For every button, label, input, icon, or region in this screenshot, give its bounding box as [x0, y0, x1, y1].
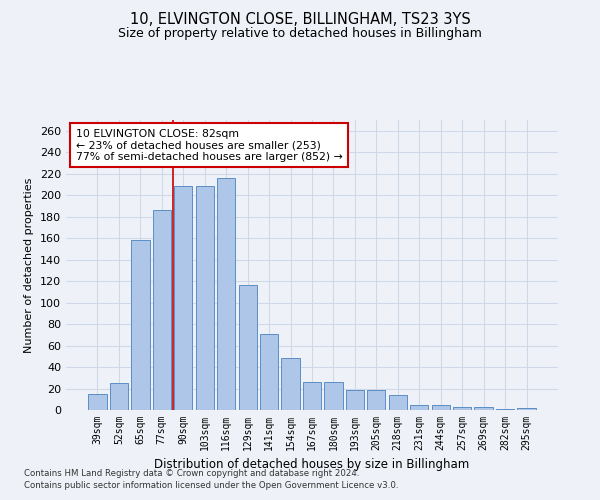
Text: Contains public sector information licensed under the Open Government Licence v3: Contains public sector information licen…	[24, 481, 398, 490]
Text: Size of property relative to detached houses in Billingham: Size of property relative to detached ho…	[118, 28, 482, 40]
Bar	[496, 409, 514, 410]
Bar	[453, 407, 471, 410]
X-axis label: Distribution of detached houses by size in Billingham: Distribution of detached houses by size …	[154, 458, 470, 471]
Bar	[325, 382, 343, 410]
Bar	[88, 394, 107, 410]
Bar	[281, 358, 299, 410]
Bar	[217, 178, 235, 410]
Bar	[174, 186, 193, 410]
Y-axis label: Number of detached properties: Number of detached properties	[25, 178, 34, 352]
Bar	[110, 383, 128, 410]
Bar	[410, 404, 428, 410]
Bar	[196, 186, 214, 410]
Bar	[131, 240, 149, 410]
Bar	[153, 210, 171, 410]
Bar	[346, 390, 364, 410]
Bar	[517, 408, 536, 410]
Bar	[475, 407, 493, 410]
Bar	[303, 382, 321, 410]
Bar	[239, 286, 257, 410]
Bar	[389, 395, 407, 410]
Bar	[367, 390, 385, 410]
Text: 10 ELVINGTON CLOSE: 82sqm
← 23% of detached houses are smaller (253)
77% of semi: 10 ELVINGTON CLOSE: 82sqm ← 23% of detac…	[76, 128, 343, 162]
Bar	[260, 334, 278, 410]
Text: 10, ELVINGTON CLOSE, BILLINGHAM, TS23 3YS: 10, ELVINGTON CLOSE, BILLINGHAM, TS23 3Y…	[130, 12, 470, 28]
Bar	[431, 404, 450, 410]
Text: Contains HM Land Registry data © Crown copyright and database right 2024.: Contains HM Land Registry data © Crown c…	[24, 468, 359, 477]
